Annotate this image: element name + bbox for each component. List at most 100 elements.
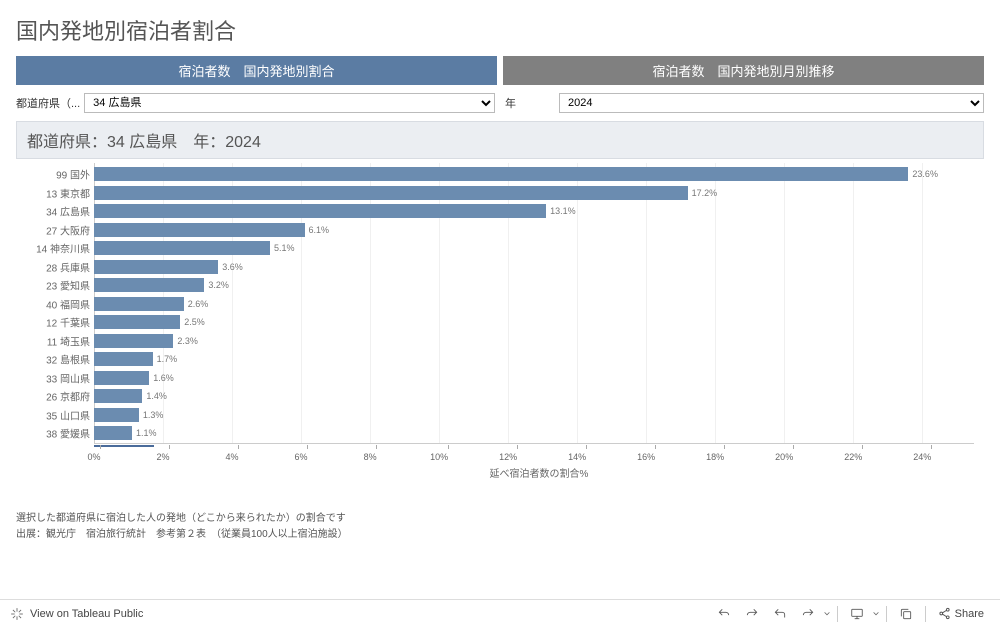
bar[interactable] (94, 371, 149, 385)
year-select[interactable]: 2024 (559, 93, 984, 113)
category-label: 99 国外 (56, 167, 90, 182)
bar-value-label: 1.3% (143, 410, 164, 420)
toolbar-divider (837, 606, 838, 622)
footnote-1: 選択した都道府県に宿泊した人の発地（どこから来られたか）の割合です (16, 511, 984, 527)
redo-button[interactable] (739, 603, 765, 625)
grid-line (853, 163, 854, 443)
bar-value-label: 17.2% (692, 188, 718, 198)
toolbar-divider (925, 606, 926, 622)
bar[interactable] (94, 426, 132, 440)
bar-value-label: 1.1% (136, 428, 157, 438)
category-label: 13 東京都 (46, 185, 90, 200)
presentation-button[interactable] (844, 603, 870, 625)
bar-row: 6.1% (94, 223, 329, 237)
chevron-down-icon[interactable] (823, 610, 831, 618)
grid-line (646, 163, 647, 443)
x-tick: 6% (301, 445, 314, 462)
bar-value-label: 2.5% (184, 317, 205, 327)
bar[interactable] (94, 315, 180, 329)
category-label: 32 島根県 (46, 352, 90, 367)
bar[interactable] (94, 260, 218, 274)
bar-row: 1.4% (94, 389, 167, 403)
bar-value-label: 2.3% (177, 336, 198, 346)
grid-line (715, 163, 716, 443)
tab-monthly[interactable]: 宿泊者数 国内発地別月別推移 (503, 56, 984, 85)
bar-row: 3.2% (94, 278, 229, 292)
tabs: 宿泊者数 国内発地別割合 宿泊者数 国内発地別月別推移 (16, 56, 984, 85)
bar[interactable] (94, 389, 142, 403)
bar-value-label: 1.6% (153, 373, 174, 383)
category-label: 33 岡山県 (46, 370, 90, 385)
bar-value-label: 13.1% (550, 206, 576, 216)
view-on-tableau-link[interactable]: View on Tableau Public (30, 608, 143, 620)
category-label: 12 千葉県 (46, 315, 90, 330)
bar-row: 5.1% (94, 241, 295, 255)
bar[interactable] (94, 278, 204, 292)
bar-row: 17.2% (94, 186, 717, 200)
x-tick: 20% (784, 445, 802, 462)
bar[interactable] (94, 167, 908, 181)
category-label: 27 大阪府 (46, 222, 90, 237)
copy-button[interactable] (893, 603, 919, 625)
bar-row: 1.7% (94, 352, 177, 366)
grid-line (577, 163, 578, 443)
x-tick: 14% (577, 445, 595, 462)
x-axis-line (94, 443, 974, 444)
category-label: 38 愛媛県 (46, 426, 90, 441)
bar-value-label: 3.6% (222, 262, 243, 272)
bar-row: 23.6% (94, 167, 938, 181)
category-label: 40 福岡県 (46, 296, 90, 311)
bar-value-label: 1.4% (146, 391, 167, 401)
bar[interactable] (94, 334, 173, 348)
bar[interactable] (94, 297, 184, 311)
prefecture-select[interactable]: 34 広島県 (84, 93, 495, 113)
bar-value-label: 2.6% (188, 299, 209, 309)
bar-value-label: 6.1% (309, 225, 330, 235)
x-tick: 22% (853, 445, 871, 462)
bar-row: 2.6% (94, 297, 208, 311)
grid-line (784, 163, 785, 443)
x-axis-title: 延べ宿泊者数の割合% (490, 465, 589, 480)
category-label: 23 愛知県 (46, 278, 90, 293)
undo-button[interactable] (711, 603, 737, 625)
bar[interactable] (94, 408, 139, 422)
bar[interactable] (94, 241, 270, 255)
grid-line (922, 163, 923, 443)
x-tick: 8% (370, 445, 383, 462)
x-tick: 4% (232, 445, 245, 462)
bar[interactable] (94, 186, 688, 200)
share-button[interactable]: Share (932, 607, 990, 620)
x-tick: 18% (715, 445, 733, 462)
bar-row: 1.3% (94, 408, 163, 422)
bar-chart: 99 国外13 東京都34 広島県27 大阪府14 神奈川県28 兵庫県23 愛… (16, 163, 984, 493)
x-tick: 2% (163, 445, 176, 462)
prefecture-filter-label: 都道府県（... (16, 95, 80, 111)
page-title: 国内発地別宿泊者割合 (16, 14, 984, 46)
chevron-down-icon[interactable] (872, 610, 880, 618)
bar-row: 3.6% (94, 260, 243, 274)
bar-row: 13.1% (94, 204, 576, 218)
filter-bar: 都道府県（... 34 広島県 年 2024 (16, 93, 984, 113)
bar[interactable] (94, 223, 305, 237)
x-tick: 24% (922, 445, 940, 462)
category-label: 11 埼玉県 (47, 333, 90, 348)
bar-value-label: 1.7% (157, 354, 178, 364)
toolbar-divider (886, 606, 887, 622)
bar-value-label: 23.6% (912, 169, 938, 179)
x-tick: 10% (439, 445, 457, 462)
x-tick: 0% (94, 445, 107, 462)
tab-ratio[interactable]: 宿泊者数 国内発地別割合 (16, 56, 497, 85)
chart-subtitle: 都道府県：34 広島県 年：2024 (16, 121, 984, 159)
toolbar: View on Tableau Public Share (0, 599, 1000, 627)
footnotes: 選択した都道府県に宿泊した人の発地（どこから来られたか）の割合です 出展：観光庁… (16, 511, 984, 543)
footnote-2: 出展：観光庁 宿泊旅行統計 参考第２表 （従業員100人以上宿泊施設） (16, 527, 984, 543)
x-tick: 16% (646, 445, 664, 462)
tableau-logo-icon (10, 607, 24, 621)
bar-row: 2.3% (94, 334, 198, 348)
bar[interactable] (94, 352, 153, 366)
category-label: 34 広島県 (46, 204, 90, 219)
bar-row: 1.1% (94, 426, 156, 440)
revert-button[interactable] (767, 603, 793, 625)
refresh-button[interactable] (795, 603, 821, 625)
bar[interactable] (94, 204, 546, 218)
